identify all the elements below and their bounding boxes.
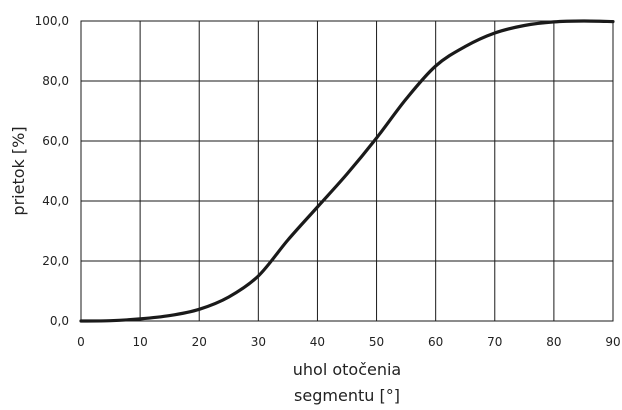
x-axis-label-line-1: uhol otočenia [293, 360, 401, 379]
x-tick-label: 20 [192, 335, 207, 349]
x-tick-label: 30 [251, 335, 266, 349]
y-tick-label: 100,0 [35, 14, 69, 28]
y-tick-label: 20,0 [42, 254, 69, 268]
y-tick-label: 60,0 [42, 134, 69, 148]
x-axis-label-line-2: segmentu [°] [294, 386, 400, 405]
y-tick-label: 0,0 [50, 314, 69, 328]
y-tick-label: 80,0 [42, 74, 69, 88]
series-line-0 [79, 19, 615, 323]
plot-frame [80, 20, 614, 322]
x-tick-label: 40 [310, 335, 325, 349]
y-tick-labels: 0,0 20,0 40,0 60,0 80,0 100,0 [35, 14, 69, 328]
x-tick-label: 90 [605, 335, 620, 349]
series-layer [79, 19, 615, 323]
x-tick-labels: 0 10 20 30 40 50 60 70 80 90 [77, 335, 620, 349]
x-tick-label: 0 [77, 335, 85, 349]
y-tick-label: 40,0 [42, 194, 69, 208]
x-tick-label: 80 [546, 335, 561, 349]
x-tick-label: 60 [428, 335, 443, 349]
x-tick-label: 10 [132, 335, 147, 349]
x-tick-label: 70 [487, 335, 502, 349]
grid [80, 20, 614, 322]
y-axis-label: prietok [%] [9, 126, 28, 215]
x-tick-label: 50 [369, 335, 384, 349]
